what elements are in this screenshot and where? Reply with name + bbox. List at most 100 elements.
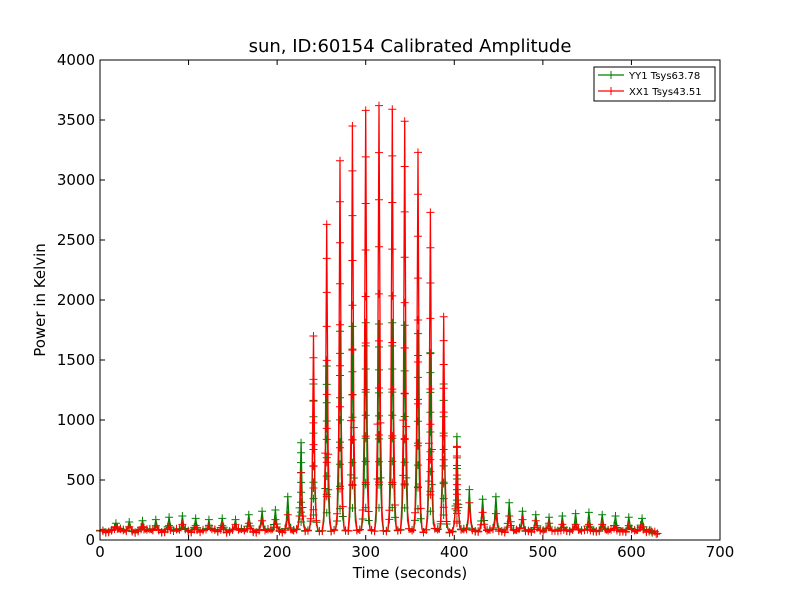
x-tick-label: 0 <box>95 543 105 561</box>
data-point-marker <box>322 435 331 444</box>
data-point-marker <box>303 526 312 535</box>
data-point-marker <box>439 396 448 405</box>
data-point-marker <box>309 483 318 492</box>
data-point-marker <box>439 503 448 512</box>
data-point-marker <box>452 480 461 489</box>
data-point-marker <box>400 434 409 443</box>
data-point-marker <box>322 322 331 331</box>
data-point-marker <box>439 455 448 464</box>
data-point-marker <box>426 455 435 464</box>
data-point-marker <box>344 526 353 535</box>
data-point-marker <box>413 441 422 450</box>
data-point-marker <box>165 513 174 522</box>
data-point-marker <box>191 514 200 523</box>
data-point-marker <box>376 418 385 427</box>
x-axis-label: Time (seconds) <box>352 564 468 582</box>
data-point-marker <box>165 521 174 530</box>
data-point-marker <box>611 521 620 530</box>
data-point-marker <box>361 385 370 394</box>
data-point-marker <box>439 360 448 369</box>
data-point-marker <box>413 190 422 199</box>
data-point-marker <box>324 485 333 494</box>
data-point-marker <box>413 399 422 408</box>
data-point-marker <box>348 122 357 130</box>
data-point-marker <box>348 367 357 376</box>
tick-group: 0 100 200 300 400 500 600 700 0 500 1000 1500 2000 25… <box>57 51 735 561</box>
data-point-marker <box>361 411 370 420</box>
data-point-marker <box>413 316 422 325</box>
data-point-marker <box>388 245 397 254</box>
data-point-marker <box>336 371 345 380</box>
data-point-marker <box>400 321 409 330</box>
data-point-marker <box>439 312 448 321</box>
data-point-marker <box>336 320 345 329</box>
data-point-marker <box>348 435 357 444</box>
data-point-marker <box>426 279 435 288</box>
data-point-marker <box>491 509 500 518</box>
data-point-marker <box>361 245 370 254</box>
data-point-marker <box>426 490 435 499</box>
data-point-marker <box>355 526 364 535</box>
data-point-marker <box>375 289 383 298</box>
data-point-marker <box>388 291 397 300</box>
data-point-marker <box>347 416 356 425</box>
legend: YY1 Tsys63.78 XX1 Tsys43.51 <box>593 66 716 102</box>
data-point-marker <box>422 525 431 534</box>
data-point-marker <box>312 516 321 525</box>
data-point-marker <box>426 384 435 393</box>
data-point-marker <box>474 527 483 536</box>
data-point-marker <box>322 424 331 433</box>
data-point-marker <box>598 520 607 529</box>
data-point-marker <box>375 148 383 157</box>
data-point-marker <box>427 480 436 489</box>
data-point-marker <box>439 445 448 454</box>
data-point-marker <box>191 521 200 530</box>
data-point-marker <box>361 339 370 348</box>
x-tick-label: 700 <box>706 543 735 561</box>
data-point-marker <box>309 440 318 449</box>
data-point-marker <box>400 207 409 216</box>
data-point-marker <box>349 474 358 483</box>
data-point-marker <box>408 526 417 535</box>
data-point-marker <box>391 500 400 509</box>
data-point-marker <box>361 199 370 208</box>
data-point-marker <box>558 512 567 520</box>
data-point-marker <box>426 408 435 417</box>
data-point-marker <box>283 492 292 501</box>
data-point-marker <box>364 507 373 516</box>
data-point-marker <box>385 506 394 515</box>
data-point-marker <box>375 478 383 487</box>
data-point-marker <box>400 479 409 488</box>
data-point-marker <box>322 472 331 481</box>
data-point-marker <box>309 353 318 362</box>
data-point-marker <box>322 254 331 263</box>
data-point-marker <box>478 508 487 517</box>
y-tick-label: 3500 <box>57 111 95 129</box>
data-point-marker <box>426 349 435 358</box>
data-point-marker <box>433 525 442 534</box>
data-point-marker <box>298 512 307 521</box>
data-point-marker <box>505 498 514 507</box>
data-point-marker <box>281 526 290 535</box>
data-point-marker <box>244 510 253 519</box>
data-point-marker <box>361 292 370 301</box>
data-point-marker <box>306 514 315 523</box>
data-point-marker <box>375 431 383 440</box>
data-point-marker <box>322 390 331 399</box>
data-point-marker <box>388 431 397 440</box>
data-point-marker <box>480 520 489 529</box>
data-point-marker <box>348 322 357 331</box>
data-point-marker <box>399 416 408 425</box>
data-point-marker <box>424 439 433 448</box>
data-point-marker <box>361 432 370 441</box>
data-point-marker <box>571 509 580 518</box>
legend-marker-xx1 <box>607 87 615 95</box>
data-point-marker <box>336 460 345 469</box>
y-tick-label: 4000 <box>57 51 95 69</box>
data-point-marker <box>375 101 383 110</box>
data-point-marker <box>151 521 160 530</box>
data-point-marker <box>571 520 580 529</box>
data-point-marker <box>178 520 187 529</box>
